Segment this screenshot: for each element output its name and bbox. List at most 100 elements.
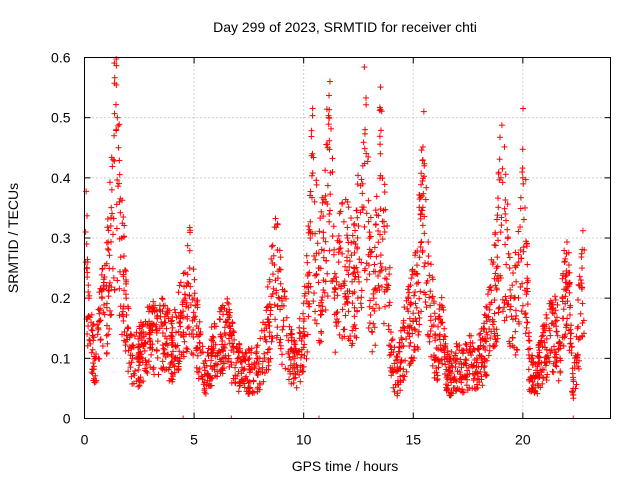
data-point: [524, 319, 531, 326]
data-point: [349, 232, 356, 239]
data-point: [190, 309, 197, 316]
data-point: [557, 369, 564, 376]
data-point: [209, 333, 216, 340]
data-point: [269, 260, 276, 267]
data-point: [277, 345, 284, 352]
data-point: [326, 207, 333, 214]
data-point: [330, 223, 337, 230]
data-point: [404, 305, 411, 312]
data-point: [579, 227, 586, 234]
data-point: [307, 188, 314, 195]
data-point: [251, 389, 258, 396]
data-point: [348, 342, 355, 349]
data-point: [367, 233, 374, 240]
data-point: [274, 324, 281, 331]
data-point: [506, 265, 513, 272]
data-point: [495, 169, 502, 176]
data-point: [239, 349, 246, 356]
data-point: [377, 260, 384, 267]
data-point: [373, 253, 380, 260]
data-point: [375, 282, 382, 289]
data-point: [225, 335, 232, 342]
data-point: [432, 331, 439, 338]
data-point: [495, 204, 502, 211]
data-point: [377, 141, 384, 148]
data-point: [435, 323, 442, 330]
data-point: [120, 214, 127, 221]
data-point: [168, 370, 175, 377]
data-point: [512, 328, 519, 335]
data-point: [406, 362, 413, 369]
data-point: [176, 282, 183, 289]
data-point: [358, 304, 365, 311]
data-point: [345, 271, 352, 278]
data-point: [217, 316, 224, 323]
data-point: [371, 261, 378, 268]
data-point: [303, 252, 310, 259]
data-point: [317, 312, 324, 319]
data-point: [349, 327, 356, 334]
data-point: [517, 224, 524, 231]
data-point: [427, 288, 434, 295]
data-point: [106, 179, 113, 186]
data-point: [169, 348, 176, 355]
data-point: [372, 221, 379, 228]
data-point: [427, 261, 434, 268]
data-point: [495, 237, 502, 244]
data-point: [479, 382, 486, 389]
data-point: [436, 336, 443, 343]
data-point: [522, 330, 529, 337]
data-point: [212, 323, 219, 330]
data-point: [367, 297, 374, 304]
data-point: [373, 211, 380, 218]
data-point: [491, 241, 498, 248]
data-point: [498, 222, 505, 229]
data-point: [365, 153, 372, 160]
data-point: [413, 304, 420, 311]
data-point: [520, 244, 527, 251]
data-point: [309, 105, 316, 112]
data-point: [324, 270, 331, 277]
data-point: [326, 78, 333, 85]
data-point: [135, 335, 142, 342]
data-point: [82, 228, 89, 235]
data-point: [309, 112, 316, 119]
data-point: [296, 335, 303, 342]
data-point: [322, 306, 329, 313]
data-point: [562, 273, 569, 280]
data-point: [85, 282, 92, 289]
data-point: [279, 326, 286, 333]
data-point: [184, 271, 191, 278]
data-point: [507, 286, 514, 293]
data-point: [435, 358, 442, 365]
data-point: [501, 304, 508, 311]
data-point: [543, 311, 550, 318]
data-point: [363, 276, 370, 283]
data-point: [176, 318, 183, 325]
y-tick-label: 0.1: [51, 350, 71, 366]
data-point: [148, 351, 155, 358]
data-point: [268, 255, 275, 262]
data-point: [116, 171, 123, 178]
data-point: [365, 197, 372, 204]
data-point: [88, 369, 95, 376]
data-point: [419, 207, 426, 214]
data-point: [260, 378, 267, 385]
data-point: [509, 335, 516, 342]
data-point: [561, 333, 568, 340]
data-point: [497, 134, 504, 141]
data-point: [332, 349, 339, 356]
data-point: [342, 312, 349, 319]
data-point: [363, 210, 370, 217]
data-point: [381, 189, 388, 196]
data-point: [111, 158, 118, 165]
data-point: [136, 377, 143, 384]
data-point: [377, 150, 384, 157]
data-point: [386, 302, 393, 309]
data-point: [340, 326, 347, 333]
data-point: [421, 230, 428, 237]
data-point: [300, 344, 307, 351]
data-point: [221, 324, 228, 331]
data-point: [401, 304, 408, 311]
data-point: [297, 330, 304, 337]
